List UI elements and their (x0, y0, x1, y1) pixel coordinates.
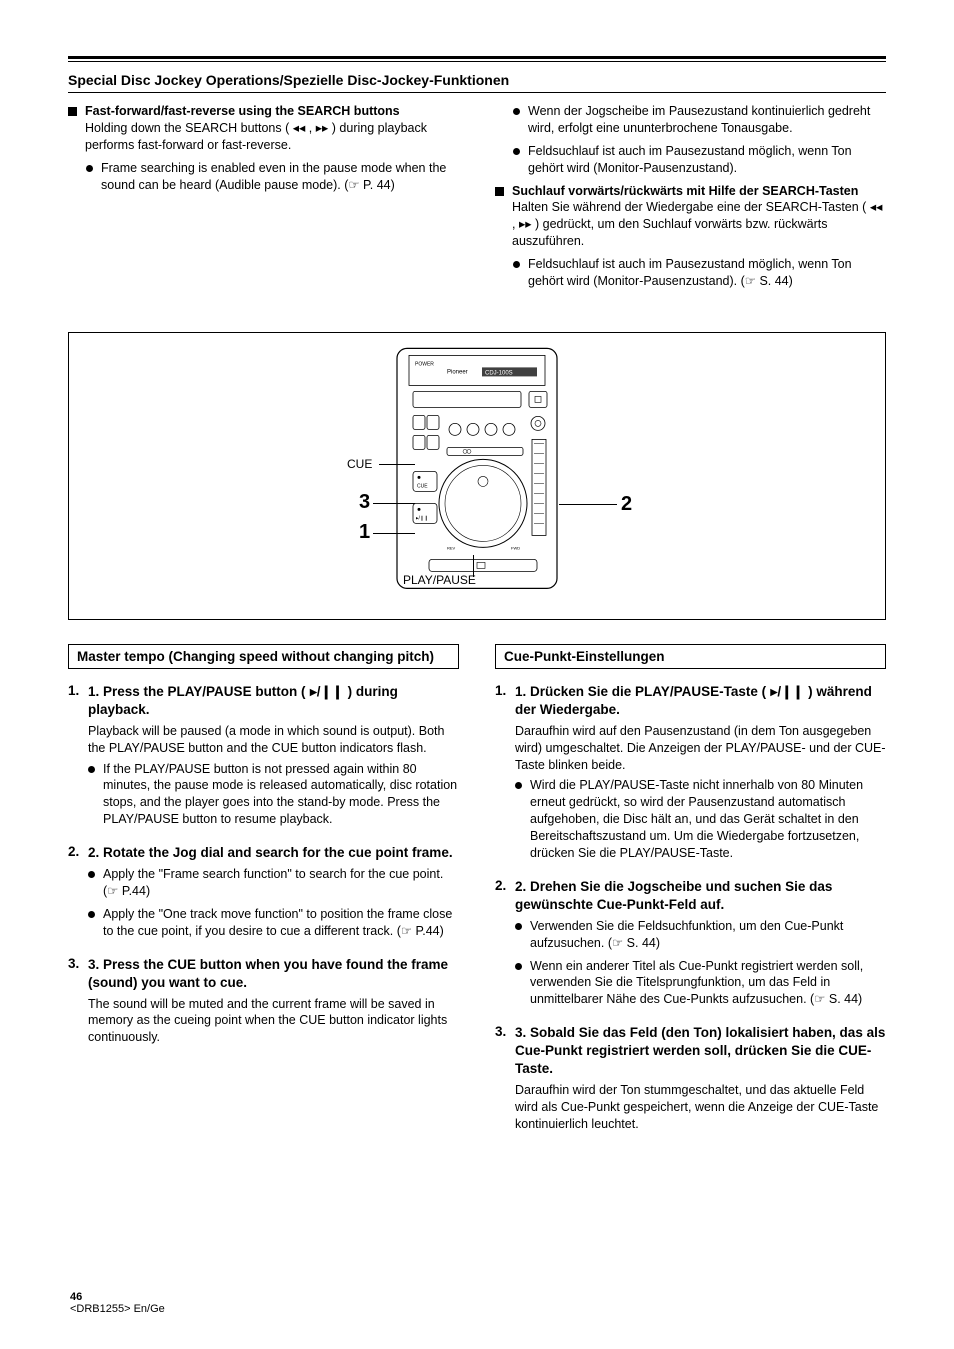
device-diagram-box: POWER Pioneer CDJ-100S (68, 332, 886, 620)
left-s2-b1: Apply the "Frame search function" to sea… (103, 866, 459, 900)
right-s2-lead: 2. Drehen Sie die Jogscheibe und suchen … (515, 879, 832, 912)
svg-text:CUE: CUE (417, 483, 428, 489)
round-bullet-icon (513, 108, 520, 115)
right-sq-title: Suchlauf vorwärts/rückwärts mit Hilfe de… (512, 184, 858, 198)
step-number: 1. (68, 683, 82, 834)
callout-line (373, 503, 415, 504)
step-number: 3. (68, 956, 82, 1047)
footer-page-number: 46 (70, 1291, 82, 1303)
callout-line (373, 533, 415, 534)
rew-ff-icon: ◂◂ , ▸▸ (293, 121, 329, 135)
right-s1-body: Daraufhin wird auf den Pausenzustand (in… (515, 723, 886, 774)
left-step-2: 2. 2. Rotate the Jog dial and search for… (68, 844, 459, 946)
bottom-left-col: Master tempo (Changing speed without cha… (68, 644, 459, 1143)
callout-line (473, 555, 474, 577)
left-s1-bullet: If the PLAY/PAUSE button is not pressed … (103, 761, 459, 829)
left-step-1: 1. 1. Press the PLAY/PAUSE button ( ▸/❙❙… (68, 683, 459, 834)
left-step-3: 3. 3. Press the CUE button when you have… (68, 956, 459, 1047)
bottom-columns: Master tempo (Changing speed without cha… (68, 644, 886, 1143)
play-pause-icon: ▸/❙❙ (310, 684, 343, 699)
left-s2-b2: Apply the "One track move function" to p… (103, 906, 459, 940)
device-svg: POWER Pioneer CDJ-100S (387, 343, 567, 593)
step-number: 1. (495, 683, 509, 868)
right-step-box-title: Cue-Punkt-Einstellungen (495, 644, 886, 669)
right-b1: Wenn der Jogscheibe im Pausezustand kont… (528, 103, 886, 137)
callout-num-2: 2 (621, 493, 632, 516)
page-footer: 46 <DRB1255> En/Ge (70, 1291, 165, 1315)
footer-doc-code: <DRB1255> En/Ge (70, 1303, 165, 1315)
svg-text:FWD: FWD (511, 545, 520, 550)
right-s3-body: Daraufhin wird der Ton stummgeschaltet, … (515, 1082, 886, 1133)
step-number: 2. (495, 878, 509, 1014)
cdj-device-illustration: POWER Pioneer CDJ-100S (387, 343, 567, 598)
callout-playpause-label: PLAY/PAUSE (403, 573, 476, 587)
left-s3-lead: 3. Press the CUE button when you have fo… (88, 957, 448, 990)
left-sub-bullet: Frame searching is enabled even in the p… (101, 160, 459, 194)
round-bullet-icon (513, 148, 520, 155)
step-number: 2. (68, 844, 82, 946)
right-s1-lead: 1. Drücken Sie die PLAY/PAUSE-Taste ( (515, 684, 766, 699)
round-bullet-icon (513, 261, 520, 268)
square-bullet-icon (68, 107, 77, 116)
right-b2: Feldsuchlauf ist auch im Pausezustand mö… (528, 143, 886, 177)
left-s1-lead: 1. Press the PLAY/PAUSE button ( (88, 684, 306, 699)
right-s3-lead: 3. Sobald Sie das Feld (den Ton) lokalis… (515, 1025, 885, 1076)
round-bullet-icon (515, 782, 522, 789)
svg-text:CDJ-100S: CDJ-100S (485, 370, 513, 376)
right-s2-b2: Wenn ein anderer Titel als Cue-Punkt reg… (530, 958, 886, 1009)
svg-text:Pioneer: Pioneer (447, 369, 468, 375)
left-sq-title: Fast-forward/fast-reverse using the SEAR… (85, 104, 400, 118)
round-bullet-icon (515, 923, 522, 930)
play-pause-icon: ▸/❙❙ (771, 684, 804, 699)
right-s2-b1: Verwenden Sie die Feldsuchfunktion, um d… (530, 918, 886, 952)
svg-text:▸/❙❙: ▸/❙❙ (416, 515, 428, 521)
callout-num-1: 1 (359, 521, 370, 544)
step-number: 3. (495, 1024, 509, 1133)
round-bullet-icon (88, 871, 95, 878)
header-rule (68, 56, 886, 62)
svg-text:POWER: POWER (415, 361, 434, 367)
top-left-col: Fast-forward/fast-reverse using the SEAR… (68, 103, 459, 296)
round-bullet-icon (86, 165, 93, 172)
right-sq-body-b: ) gedrückt, um den Suchlauf vorwärts bzw… (512, 217, 827, 248)
page-heading: Special Disc Jockey Operations/Spezielle… (68, 72, 886, 93)
round-bullet-icon (515, 963, 522, 970)
right-sq-block: Suchlauf vorwärts/rückwärts mit Hilfe de… (512, 183, 886, 251)
left-sq-block: Fast-forward/fast-reverse using the SEAR… (85, 103, 459, 154)
top-columns: Fast-forward/fast-reverse using the SEAR… (68, 103, 886, 296)
round-bullet-icon (88, 911, 95, 918)
right-step-3: 3. 3. Sobald Sie das Feld (den Ton) loka… (495, 1024, 886, 1133)
callout-cue-label: CUE (347, 457, 372, 471)
svg-text:REV: REV (447, 545, 456, 550)
right-s1-bullet: Wird die PLAY/PAUSE-Taste nicht innerhal… (530, 777, 886, 861)
left-step-box-title: Master tempo (Changing speed without cha… (68, 644, 459, 669)
left-s1-body: Playback will be paused (a mode in which… (88, 723, 459, 757)
right-step-1: 1. 1. Drücken Sie die PLAY/PAUSE-Taste (… (495, 683, 886, 868)
right-sq-body-a: Halten Sie während der Wiedergabe eine d… (512, 200, 866, 214)
round-bullet-icon (88, 766, 95, 773)
right-b3: Feldsuchlauf ist auch im Pausezustand mö… (528, 256, 886, 290)
callout-line (379, 464, 415, 465)
left-s3-body: The sound will be muted and the current … (88, 996, 459, 1047)
square-bullet-icon (495, 187, 504, 196)
left-s2-lead: 2. Rotate the Jog dial and search for th… (88, 845, 453, 860)
right-step-2: 2. 2. Drehen Sie die Jogscheibe und such… (495, 878, 886, 1014)
callout-num-3: 3 (359, 491, 370, 514)
left-sq-body-a: Holding down the SEARCH buttons ( (85, 121, 289, 135)
bottom-right-col: Cue-Punkt-Einstellungen 1. 1. Drücken Si… (495, 644, 886, 1143)
top-right-col: Wenn der Jogscheibe im Pausezustand kont… (495, 103, 886, 296)
callout-line (559, 504, 617, 505)
